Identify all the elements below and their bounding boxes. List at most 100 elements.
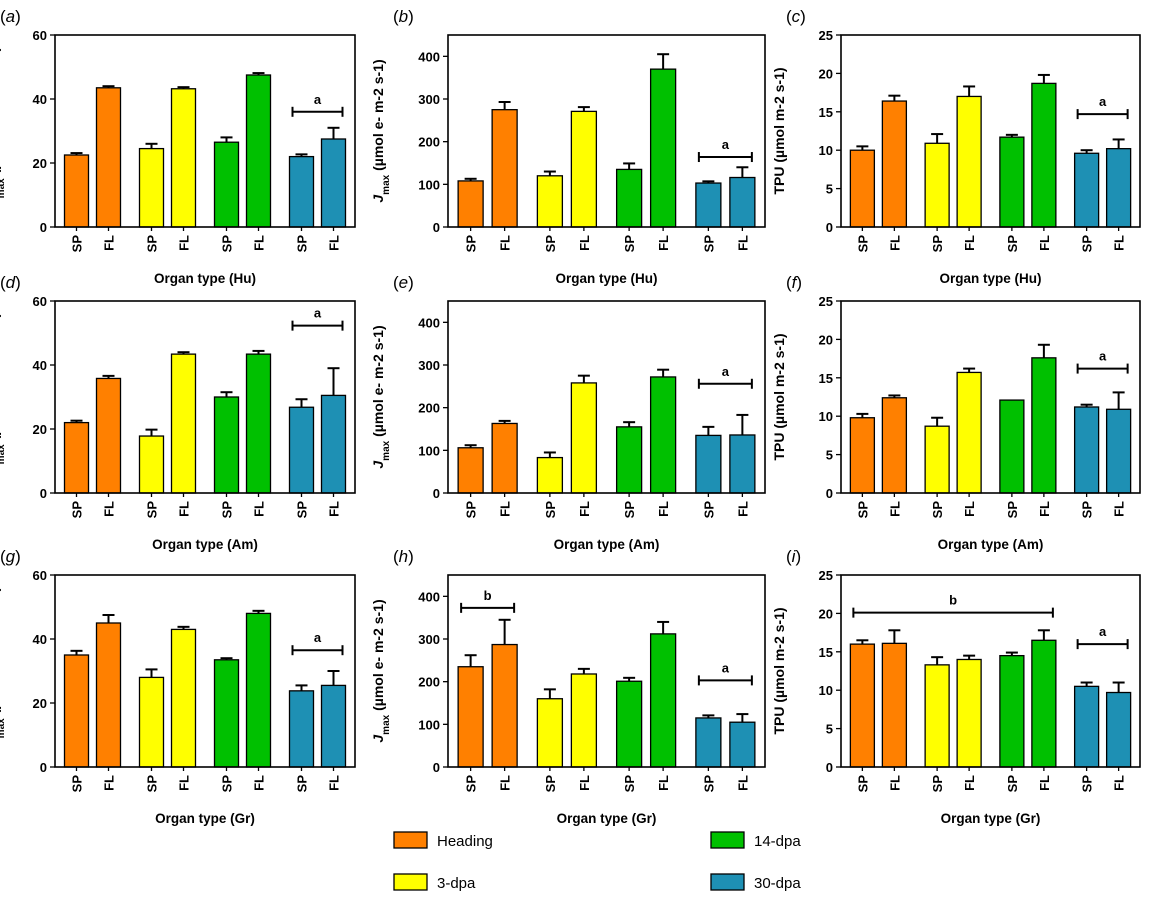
- bar-30-dpa-SP: [695, 434, 722, 494]
- x-tick-label: SP: [464, 775, 479, 793]
- x-tick-label: FL: [962, 501, 977, 517]
- significance-letter: a: [722, 660, 730, 675]
- x-tick-label: FL: [177, 775, 192, 791]
- y-tick-label: 40: [33, 92, 47, 107]
- x-tick-label: SP: [220, 501, 235, 519]
- bar-Heading-SP: [849, 149, 876, 228]
- bar-14-dpa-SP: [213, 396, 240, 494]
- bar-14-dpa-SP: [999, 136, 1025, 228]
- x-tick-label: FL: [577, 775, 592, 791]
- x-tick-label: FL: [1112, 775, 1127, 791]
- panel-h: (h) SP FL SP FL SP FL SP FL 0 100 200 300 400 Organ ty…: [370, 547, 766, 826]
- y-tick-label: 25: [819, 28, 833, 43]
- bar-14-dpa-FL: [649, 376, 677, 494]
- bar-30-dpa-SP: [1073, 685, 1100, 768]
- x-tick-label: FL: [498, 501, 513, 517]
- x-axis-label: Organ type (Am): [554, 537, 660, 552]
- x-tick-label: FL: [1037, 235, 1052, 251]
- bar-3-dpa-SP: [138, 147, 165, 228]
- y-tick-label: 0: [826, 486, 833, 501]
- x-tick-label: SP: [930, 775, 945, 793]
- y-tick-label: 300: [418, 92, 440, 107]
- x-tick-label: FL: [656, 501, 671, 517]
- x-axis-label: Organ type (Am): [938, 537, 1044, 552]
- x-tick-label: FL: [102, 235, 117, 251]
- x-tick-label: FL: [327, 775, 342, 791]
- y-tick-label: 15: [819, 645, 833, 660]
- bar-30-dpa-SP: [288, 155, 315, 228]
- legend-label: 3-dpa: [437, 875, 476, 892]
- x-tick-label: SP: [855, 775, 870, 793]
- bar-Heading-FL: [491, 109, 518, 228]
- y-tick-label: 100: [418, 443, 440, 458]
- legend-swatch-3-dpa: [393, 873, 428, 891]
- bar-3-dpa-FL: [570, 382, 598, 494]
- panel-i: (i) SP FL SP FL SP FL SP FL 0 5 10 15 20 25 Organ type …: [771, 547, 1141, 826]
- x-axis-label: Organ type (Gr): [155, 811, 255, 826]
- plot-frame: [54, 574, 356, 768]
- bar-14-dpa-FL: [649, 633, 677, 768]
- x-tick-label: SP: [543, 501, 558, 519]
- bar-30-dpa-FL: [1105, 408, 1132, 494]
- y-axis-label: TPU (µmol m-2 s-1): [771, 67, 787, 194]
- x-tick-label: SP: [930, 235, 945, 253]
- y-tick-label: 100: [418, 177, 440, 192]
- panel-a: (a) SP FL SP FL SP FL SP FL 0 20 40 60 Organ type (Hu…: [0, 7, 356, 286]
- plot-frame: [840, 34, 1141, 228]
- legend-label: 30-dpa: [754, 875, 801, 892]
- x-tick-label: FL: [252, 235, 267, 251]
- x-tick-label: SP: [464, 501, 479, 519]
- y-tick-label: 200: [418, 401, 440, 416]
- significance-letter: a: [314, 306, 322, 321]
- y-tick-label: 0: [40, 220, 47, 235]
- x-axis-label: Organ type (Am): [152, 537, 258, 552]
- bar-Heading-FL: [491, 422, 518, 494]
- bar-30-dpa-SP: [695, 717, 722, 768]
- x-tick-label: FL: [577, 501, 592, 517]
- bar-30-dpa-SP: [695, 182, 722, 228]
- bar-14-dpa-SP: [615, 426, 643, 494]
- x-tick-label: FL: [887, 775, 902, 791]
- y-tick-label: 300: [418, 632, 440, 647]
- bar-30-dpa-FL: [729, 176, 756, 228]
- bar-3-dpa-FL: [170, 353, 197, 494]
- bar-3-dpa-SP: [924, 142, 950, 228]
- x-axis-label: Organ type (Gr): [941, 811, 1041, 826]
- bar-14-dpa-FL: [649, 68, 677, 228]
- legend-swatch-14-dpa: [710, 831, 745, 849]
- x-tick-label: SP: [220, 235, 235, 253]
- significance-letter: a: [722, 137, 730, 152]
- y-tick-label: 0: [433, 220, 440, 235]
- panel-label: (d): [0, 273, 21, 292]
- y-tick-label: 0: [826, 760, 833, 775]
- x-tick-label: SP: [145, 501, 160, 519]
- x-tick-label: FL: [252, 501, 267, 517]
- x-tick-label: FL: [735, 235, 750, 251]
- legend-label: Heading: [437, 833, 493, 850]
- y-tick-label: 20: [33, 696, 47, 711]
- x-tick-label: SP: [70, 501, 85, 519]
- bar-3-dpa-FL: [956, 658, 982, 768]
- plot-frame: [840, 574, 1141, 768]
- bar-14-dpa-FL: [245, 612, 272, 768]
- x-tick-label: FL: [656, 235, 671, 251]
- y-tick-label: 100: [418, 717, 440, 732]
- bar-14-dpa-FL: [245, 74, 272, 228]
- y-tick-label: 40: [33, 358, 47, 373]
- y-tick-label: 25: [819, 568, 833, 583]
- x-tick-label: FL: [102, 501, 117, 517]
- x-axis-label: Organ type (Hu): [154, 271, 256, 286]
- x-tick-label: SP: [220, 775, 235, 793]
- panel-b: (b) SP FL SP FL SP FL SP FL 0 100 200 300 400 Organ ty…: [370, 7, 766, 286]
- y-tick-label: 10: [819, 409, 833, 424]
- x-tick-label: SP: [855, 501, 870, 519]
- bar-3-dpa-FL: [956, 371, 982, 494]
- legend-label: 14-dpa: [754, 833, 801, 850]
- bar-3-dpa-SP: [924, 425, 950, 494]
- bar-Heading-SP: [849, 417, 876, 494]
- x-tick-label: SP: [70, 235, 85, 253]
- y-tick-label: 25: [819, 294, 833, 309]
- x-tick-label: SP: [622, 775, 637, 793]
- panel-f: (f) SP FL SP FL SP FL SP FL 0 5 10 15 20 25 Organ type …: [771, 273, 1141, 552]
